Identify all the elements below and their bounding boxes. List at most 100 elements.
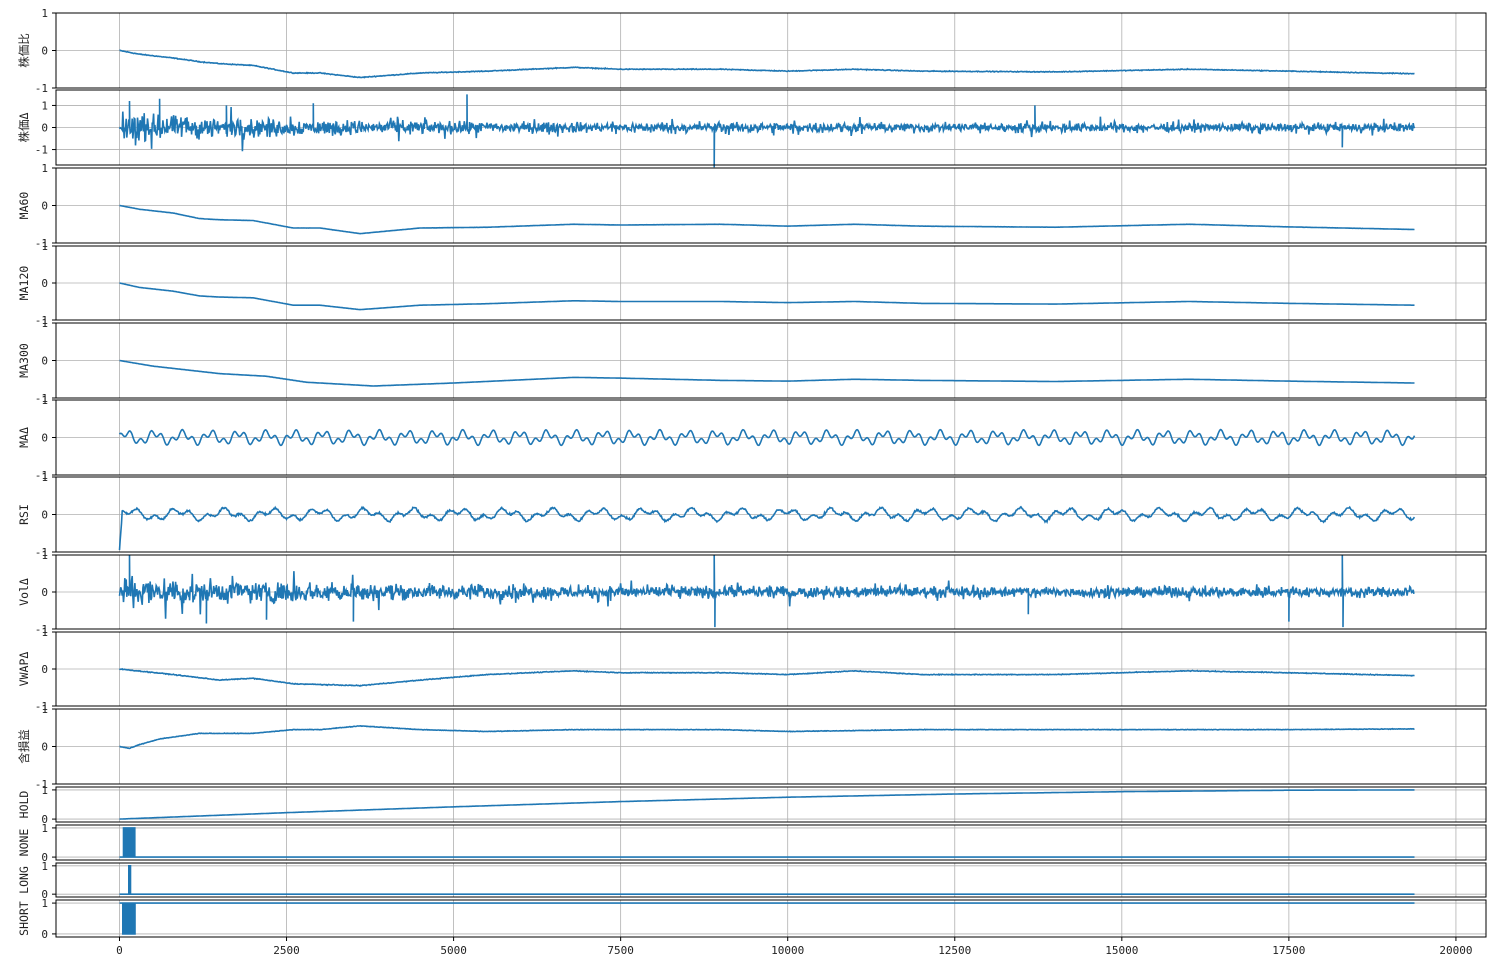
panel-2: 1 0 -1 MA60 — [17, 162, 1487, 250]
panel-frame — [55, 824, 1487, 861]
panel-5: 1 0 -1 MAΔ — [17, 394, 1487, 482]
panel-0: 1 0 -1 株価比 — [17, 7, 1487, 95]
y-axis-label: MA120 — [17, 266, 31, 301]
x-tick-label: 0 — [116, 944, 123, 957]
y-tick-label: 0 — [41, 741, 48, 754]
series-line — [119, 902, 1415, 935]
panel-frame — [55, 167, 1487, 244]
y-tick-label: 1 — [41, 240, 48, 253]
panel-frame — [55, 89, 1487, 166]
y-axis-label: VolΔ — [17, 578, 31, 606]
panel-frame — [55, 786, 1487, 823]
panel-9: 1 0 -1 含損益 — [17, 703, 1487, 791]
y-tick-label: 0 — [41, 432, 48, 445]
x-tick-label: 10000 — [771, 944, 804, 957]
y-tick-label: 0 — [41, 851, 48, 864]
y-tick-label: 1 — [41, 394, 48, 407]
y-tick-label: 1 — [41, 7, 48, 20]
x-tick-label: 17500 — [1272, 944, 1305, 957]
y-tick-label: 1 — [41, 897, 48, 910]
series-line — [119, 724, 1415, 750]
y-axis-label: HOLD — [17, 791, 31, 819]
y-axis-label: 含損益 — [17, 729, 31, 764]
y-tick-label: 1 — [41, 822, 48, 835]
panel-8: 1 0 -1 VWAPΔ — [17, 626, 1487, 713]
y-tick-label: -1 — [35, 237, 48, 250]
y-tick-label: -1 — [35, 82, 48, 95]
y-tick-label: 1 — [41, 626, 48, 639]
y-tick-label: 1 — [41, 784, 48, 797]
x-tick-label: 7500 — [607, 944, 634, 957]
y-axis-label: 株価Δ — [17, 112, 31, 142]
series-line — [118, 667, 1415, 688]
y-tick-label: -1 — [35, 700, 48, 713]
y-tick-label: 1 — [41, 703, 48, 716]
panel-frame — [55, 12, 1487, 89]
y-tick-label: 0 — [41, 663, 48, 676]
y-tick-label: -1 — [35, 623, 48, 636]
y-tick-label: 0 — [41, 888, 48, 901]
y-tick-label: 0 — [41, 277, 48, 290]
y-axis-label: MAΔ — [17, 427, 31, 448]
y-axis-label: LONG — [17, 866, 31, 894]
y-tick-label: -1 — [35, 144, 48, 157]
series-line — [118, 428, 1416, 447]
series-line — [119, 204, 1415, 235]
x-tick-label: 15000 — [1105, 944, 1138, 957]
series-line — [119, 827, 1415, 858]
panel-10: 1 0 HOLD — [17, 784, 1487, 826]
y-tick-label: 1 — [41, 317, 48, 330]
series-line — [118, 505, 1416, 551]
y-tick-label: -1 — [35, 469, 48, 482]
y-tick-label: 1 — [41, 860, 48, 873]
y-tick-label: 0 — [41, 928, 48, 941]
y-tick-label: 0 — [41, 355, 48, 368]
series-line — [119, 359, 1415, 387]
x-tick-label: 5000 — [440, 944, 467, 957]
series-line — [119, 282, 1415, 311]
series-line — [118, 94, 1416, 168]
series-line — [118, 554, 1415, 628]
y-tick-label: -1 — [35, 546, 48, 559]
panel-1: 1 0 -1 株価Δ — [17, 89, 1487, 168]
y-axis-label: RSI — [17, 504, 31, 525]
y-tick-label: 1 — [41, 99, 48, 112]
panel-frame — [55, 899, 1487, 938]
y-axis-label: 株価比 — [17, 33, 31, 68]
panel-7: 1 0 -1 VolΔ — [17, 549, 1487, 636]
panel-6: 1 0 -1 RSI — [17, 471, 1487, 559]
y-axis-label: VWAPΔ — [17, 652, 31, 687]
panel-frame — [55, 322, 1487, 399]
panel-13: 1 0 SHORT — [17, 897, 1487, 941]
panel-11: 1 0 NONE — [17, 822, 1487, 864]
series-line — [119, 49, 1415, 79]
y-tick-label: 1 — [41, 471, 48, 484]
y-tick-label: 0 — [41, 45, 48, 58]
series-line — [119, 789, 1415, 820]
panel-frame — [55, 554, 1487, 630]
y-axis-label: MA300 — [17, 343, 31, 378]
x-tick-label: 12500 — [938, 944, 971, 957]
y-tick-label: 1 — [41, 162, 48, 175]
y-tick-label: 0 — [41, 122, 48, 135]
y-tick-label: 0 — [41, 586, 48, 599]
y-axis-label: MA60 — [17, 192, 31, 220]
y-axis-label: NONE — [17, 829, 31, 857]
panel-frame — [55, 245, 1487, 321]
y-tick-label: -1 — [35, 778, 48, 791]
panel-4: 1 0 -1 MA300 — [17, 317, 1487, 405]
panel-3: 1 0 -1 MA120 — [17, 240, 1487, 327]
panel-frame — [55, 862, 1487, 898]
panel-frame — [55, 631, 1487, 707]
y-tick-label: 1 — [41, 549, 48, 562]
series-line — [119, 865, 1415, 895]
y-tick-label: 0 — [41, 200, 48, 213]
y-tick-label: -1 — [35, 392, 48, 405]
panel-frame — [55, 476, 1487, 553]
x-tick-label: 2500 — [273, 944, 300, 957]
y-tick-label: -1 — [35, 314, 48, 327]
x-tick-label: 20000 — [1439, 944, 1472, 957]
panel-frame — [55, 399, 1487, 476]
y-tick-label: 0 — [41, 509, 48, 522]
